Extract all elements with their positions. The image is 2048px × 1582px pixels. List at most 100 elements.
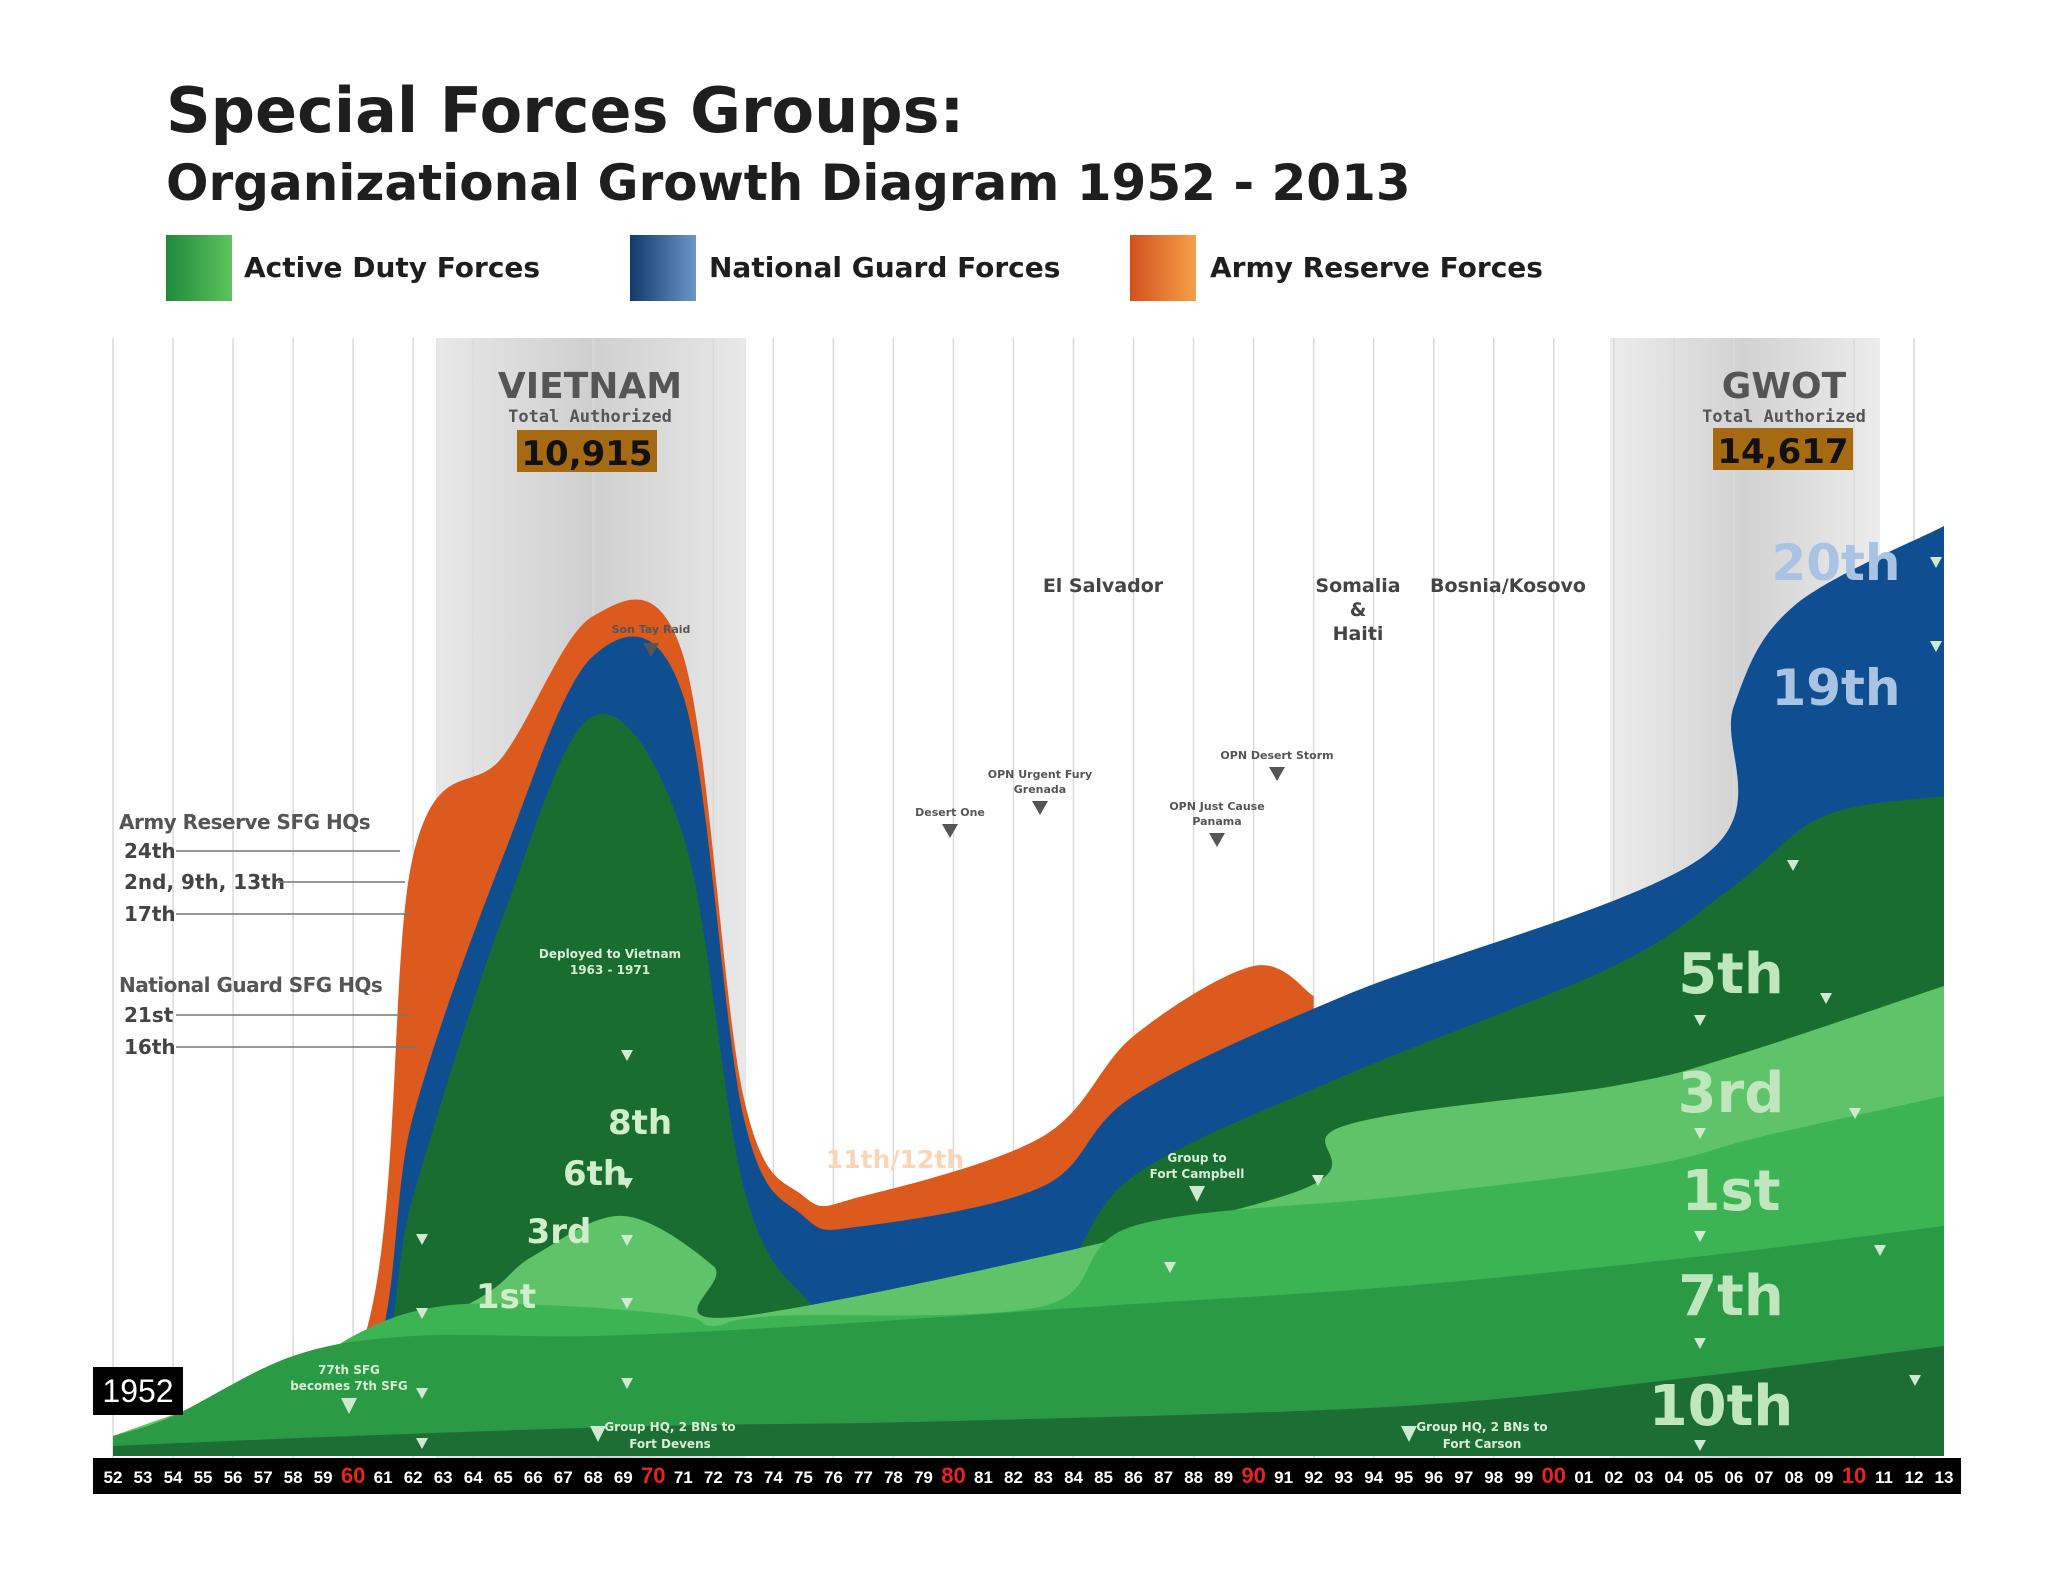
reserve-hq-24th: 24th xyxy=(124,839,176,863)
area-layers xyxy=(113,526,1944,1456)
year-tick-label: 78 xyxy=(884,1468,903,1487)
note-deployed-vietnam: Deployed to Vietnam xyxy=(539,947,681,961)
strength-marker-icon xyxy=(621,1050,633,1061)
era-gwot-sub: Total Authorized xyxy=(1702,407,1866,427)
guard-hq-16th: 16th xyxy=(124,1035,176,1059)
group-label-11th-12th: 11th/12th xyxy=(826,1145,964,1174)
legend-swatch-guard xyxy=(630,235,696,301)
x-axis-ticks: 52 53 54 55 56 57 58 59 60 61 62 63 64 65 66 67 68 69 70 71… xyxy=(104,1463,1954,1488)
year-tick-label: 61 xyxy=(374,1468,393,1487)
strength-marker-icon xyxy=(416,1438,428,1449)
year-tick-label: 04 xyxy=(1664,1468,1683,1487)
area-7th xyxy=(113,1226,1944,1456)
strength-marker-icon xyxy=(1312,1175,1324,1186)
start-year-box xyxy=(93,1367,183,1415)
year-tick-label: 81 xyxy=(974,1468,993,1487)
just-cause-marker-icon xyxy=(1209,833,1225,847)
year-tick-label: 72 xyxy=(704,1468,723,1487)
era-vietnam-total: 10,915 xyxy=(521,434,652,474)
fort-campbell-marker-icon xyxy=(1189,1186,1205,1202)
strength-marker-icon xyxy=(1930,557,1942,568)
year-tick-label: 71 xyxy=(674,1468,693,1487)
year-tick-label: 05 xyxy=(1694,1468,1713,1487)
group-label-10th: 10th xyxy=(1649,1374,1794,1439)
group-label-6th: 6th xyxy=(563,1154,627,1194)
year-tick-label: 69 xyxy=(614,1468,633,1487)
year-tick-label: 60 xyxy=(341,1463,365,1488)
year-tick-label: 03 xyxy=(1634,1468,1653,1487)
year-tick-label: 80 xyxy=(941,1463,965,1488)
strength-marker-icon xyxy=(621,1378,633,1389)
year-tick-label: 13 xyxy=(1935,1468,1954,1487)
reserve-hq-2nd-9th-13th: 2nd, 9th, 13th xyxy=(124,870,285,894)
desert-storm-marker-icon xyxy=(1269,767,1285,781)
fort-devens-marker-icon xyxy=(590,1426,606,1442)
year-tick-label: 84 xyxy=(1064,1468,1083,1487)
year-tick-label: 82 xyxy=(1004,1468,1023,1487)
group-label-1st-early: 1st xyxy=(476,1277,536,1317)
group-label-1st-late: 1st xyxy=(1681,1159,1780,1224)
year-tick-label: 94 xyxy=(1364,1468,1383,1487)
strength-marker-icon xyxy=(621,1178,633,1189)
year-tick-label: 92 xyxy=(1304,1468,1323,1487)
era-vietnam-title: VIETNAM xyxy=(498,366,682,407)
strength-marker-icon xyxy=(1849,1108,1861,1119)
year-tick-label: 91 xyxy=(1274,1468,1293,1487)
note-fort-devens-1: Group HQ, 2 BNs to xyxy=(604,1420,735,1434)
year-tick-label: 73 xyxy=(734,1468,753,1487)
legend-label-reserve: Army Reserve Forces xyxy=(1210,251,1543,284)
note-becomes-7th: becomes 7th SFG xyxy=(290,1379,408,1393)
year-tick-label: 09 xyxy=(1814,1468,1833,1487)
group-label-7th: 7th xyxy=(1678,1264,1784,1329)
year-tick-label: 96 xyxy=(1424,1468,1443,1487)
strength-marker-icon xyxy=(1820,993,1832,1004)
era-gwot-total-box xyxy=(1713,428,1853,470)
year-tick-label: 95 xyxy=(1394,1468,1413,1487)
year-tick-label: 54 xyxy=(164,1468,183,1487)
year-tick-label: 86 xyxy=(1124,1468,1143,1487)
note-77th-sfg: 77th SFG xyxy=(318,1363,380,1377)
event-haiti: Haiti xyxy=(1333,623,1384,645)
strength-markers xyxy=(416,557,1942,1451)
year-tick-label: 63 xyxy=(434,1468,453,1487)
chart-title: Special Forces Groups: xyxy=(166,74,964,147)
year-tick-label: 07 xyxy=(1754,1468,1773,1487)
year-tick-label: 88 xyxy=(1184,1468,1203,1487)
legend-label-guard: National Guard Forces xyxy=(709,251,1060,284)
strength-marker-icon xyxy=(621,1235,633,1246)
year-tick-label: 66 xyxy=(524,1468,543,1487)
year-tick-label: 59 xyxy=(314,1468,333,1487)
event-just-cause: OPN Just Cause xyxy=(1169,800,1264,813)
strength-marker-icon xyxy=(1874,1245,1886,1256)
era-vietnam-sub: Total Authorized xyxy=(508,407,672,427)
year-tick-label: 12 xyxy=(1905,1468,1924,1487)
group-label-5th: 5th xyxy=(1678,942,1784,1007)
event-desert-storm: OPN Desert Storm xyxy=(1220,749,1333,762)
event-urgent-fury: OPN Urgent Fury xyxy=(988,768,1092,781)
year-tick-label: 67 xyxy=(554,1468,573,1487)
note-fort-carson-2: Fort Carson xyxy=(1443,1437,1522,1451)
year-tick-label: 68 xyxy=(584,1468,603,1487)
guard-hq-heading: National Guard SFG HQs xyxy=(119,973,382,997)
start-year-label: 1952 xyxy=(102,1373,173,1409)
event-ampersand: & xyxy=(1350,599,1367,621)
era-gwot-title: GWOT xyxy=(1722,366,1847,407)
note-fort-campbell-1: Group to xyxy=(1167,1151,1226,1165)
guard-hq-labels: National Guard SFG HQs 21st 16th xyxy=(119,973,418,1059)
strength-marker-icon xyxy=(416,1234,428,1245)
strength-marker-icon xyxy=(1694,1338,1706,1349)
year-tick-label: 11 xyxy=(1875,1468,1893,1487)
year-tick-label: 10 xyxy=(1842,1463,1866,1488)
strength-marker-icon xyxy=(416,1308,428,1319)
note-fort-devens-2: Fort Devens xyxy=(629,1437,711,1451)
year-tick-label: 79 xyxy=(914,1468,933,1487)
77th-marker-icon xyxy=(341,1398,357,1414)
strength-marker-icon xyxy=(621,1298,633,1309)
year-tick-label: 87 xyxy=(1154,1468,1173,1487)
year-tick-label: 06 xyxy=(1724,1468,1743,1487)
strength-marker-icon xyxy=(1930,641,1942,652)
era-gwot: GWOT Total Authorized 14,617 xyxy=(1702,366,1866,472)
strength-marker-icon xyxy=(1694,1231,1706,1242)
area-10th xyxy=(113,1346,1944,1456)
